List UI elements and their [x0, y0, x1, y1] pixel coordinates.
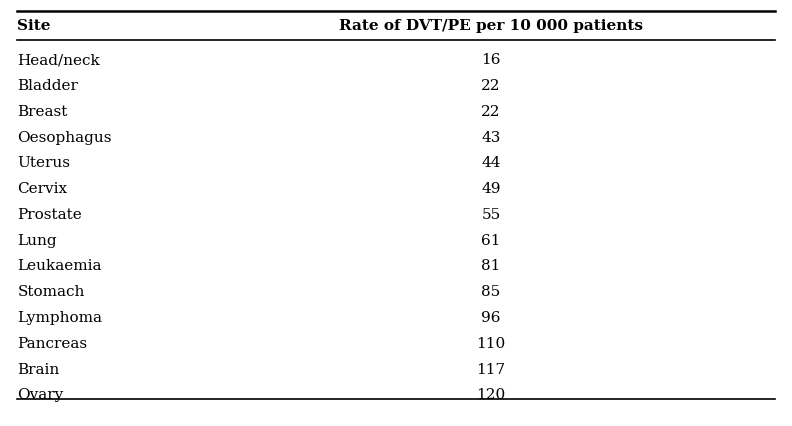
- Text: Site: Site: [17, 19, 51, 33]
- Text: 49: 49: [482, 182, 501, 196]
- Text: Brain: Brain: [17, 363, 59, 377]
- Text: 61: 61: [482, 233, 501, 248]
- Text: Rate of DVT/PE per 10 000 patients: Rate of DVT/PE per 10 000 patients: [339, 19, 643, 33]
- Text: Lung: Lung: [17, 233, 57, 248]
- Text: Bladder: Bladder: [17, 79, 78, 93]
- Text: 22: 22: [482, 79, 501, 93]
- Text: 55: 55: [482, 208, 501, 222]
- Text: Head/neck: Head/neck: [17, 53, 100, 67]
- Text: 117: 117: [477, 363, 505, 377]
- Text: Leukaemia: Leukaemia: [17, 259, 102, 273]
- Text: Stomach: Stomach: [17, 285, 85, 299]
- Text: Uterus: Uterus: [17, 156, 70, 170]
- Text: 96: 96: [482, 311, 501, 325]
- Text: 85: 85: [482, 285, 501, 299]
- Text: Pancreas: Pancreas: [17, 337, 88, 351]
- Text: Ovary: Ovary: [17, 389, 63, 402]
- Text: 44: 44: [482, 156, 501, 170]
- Text: 110: 110: [477, 337, 505, 351]
- Text: Cervix: Cervix: [17, 182, 67, 196]
- Text: 16: 16: [482, 53, 501, 67]
- Text: Lymphoma: Lymphoma: [17, 311, 102, 325]
- Text: Breast: Breast: [17, 105, 68, 119]
- Text: 43: 43: [482, 130, 501, 144]
- Text: 22: 22: [482, 105, 501, 119]
- Text: Oesophagus: Oesophagus: [17, 130, 112, 144]
- Text: 120: 120: [477, 389, 505, 402]
- Text: Prostate: Prostate: [17, 208, 82, 222]
- Text: 81: 81: [482, 259, 501, 273]
